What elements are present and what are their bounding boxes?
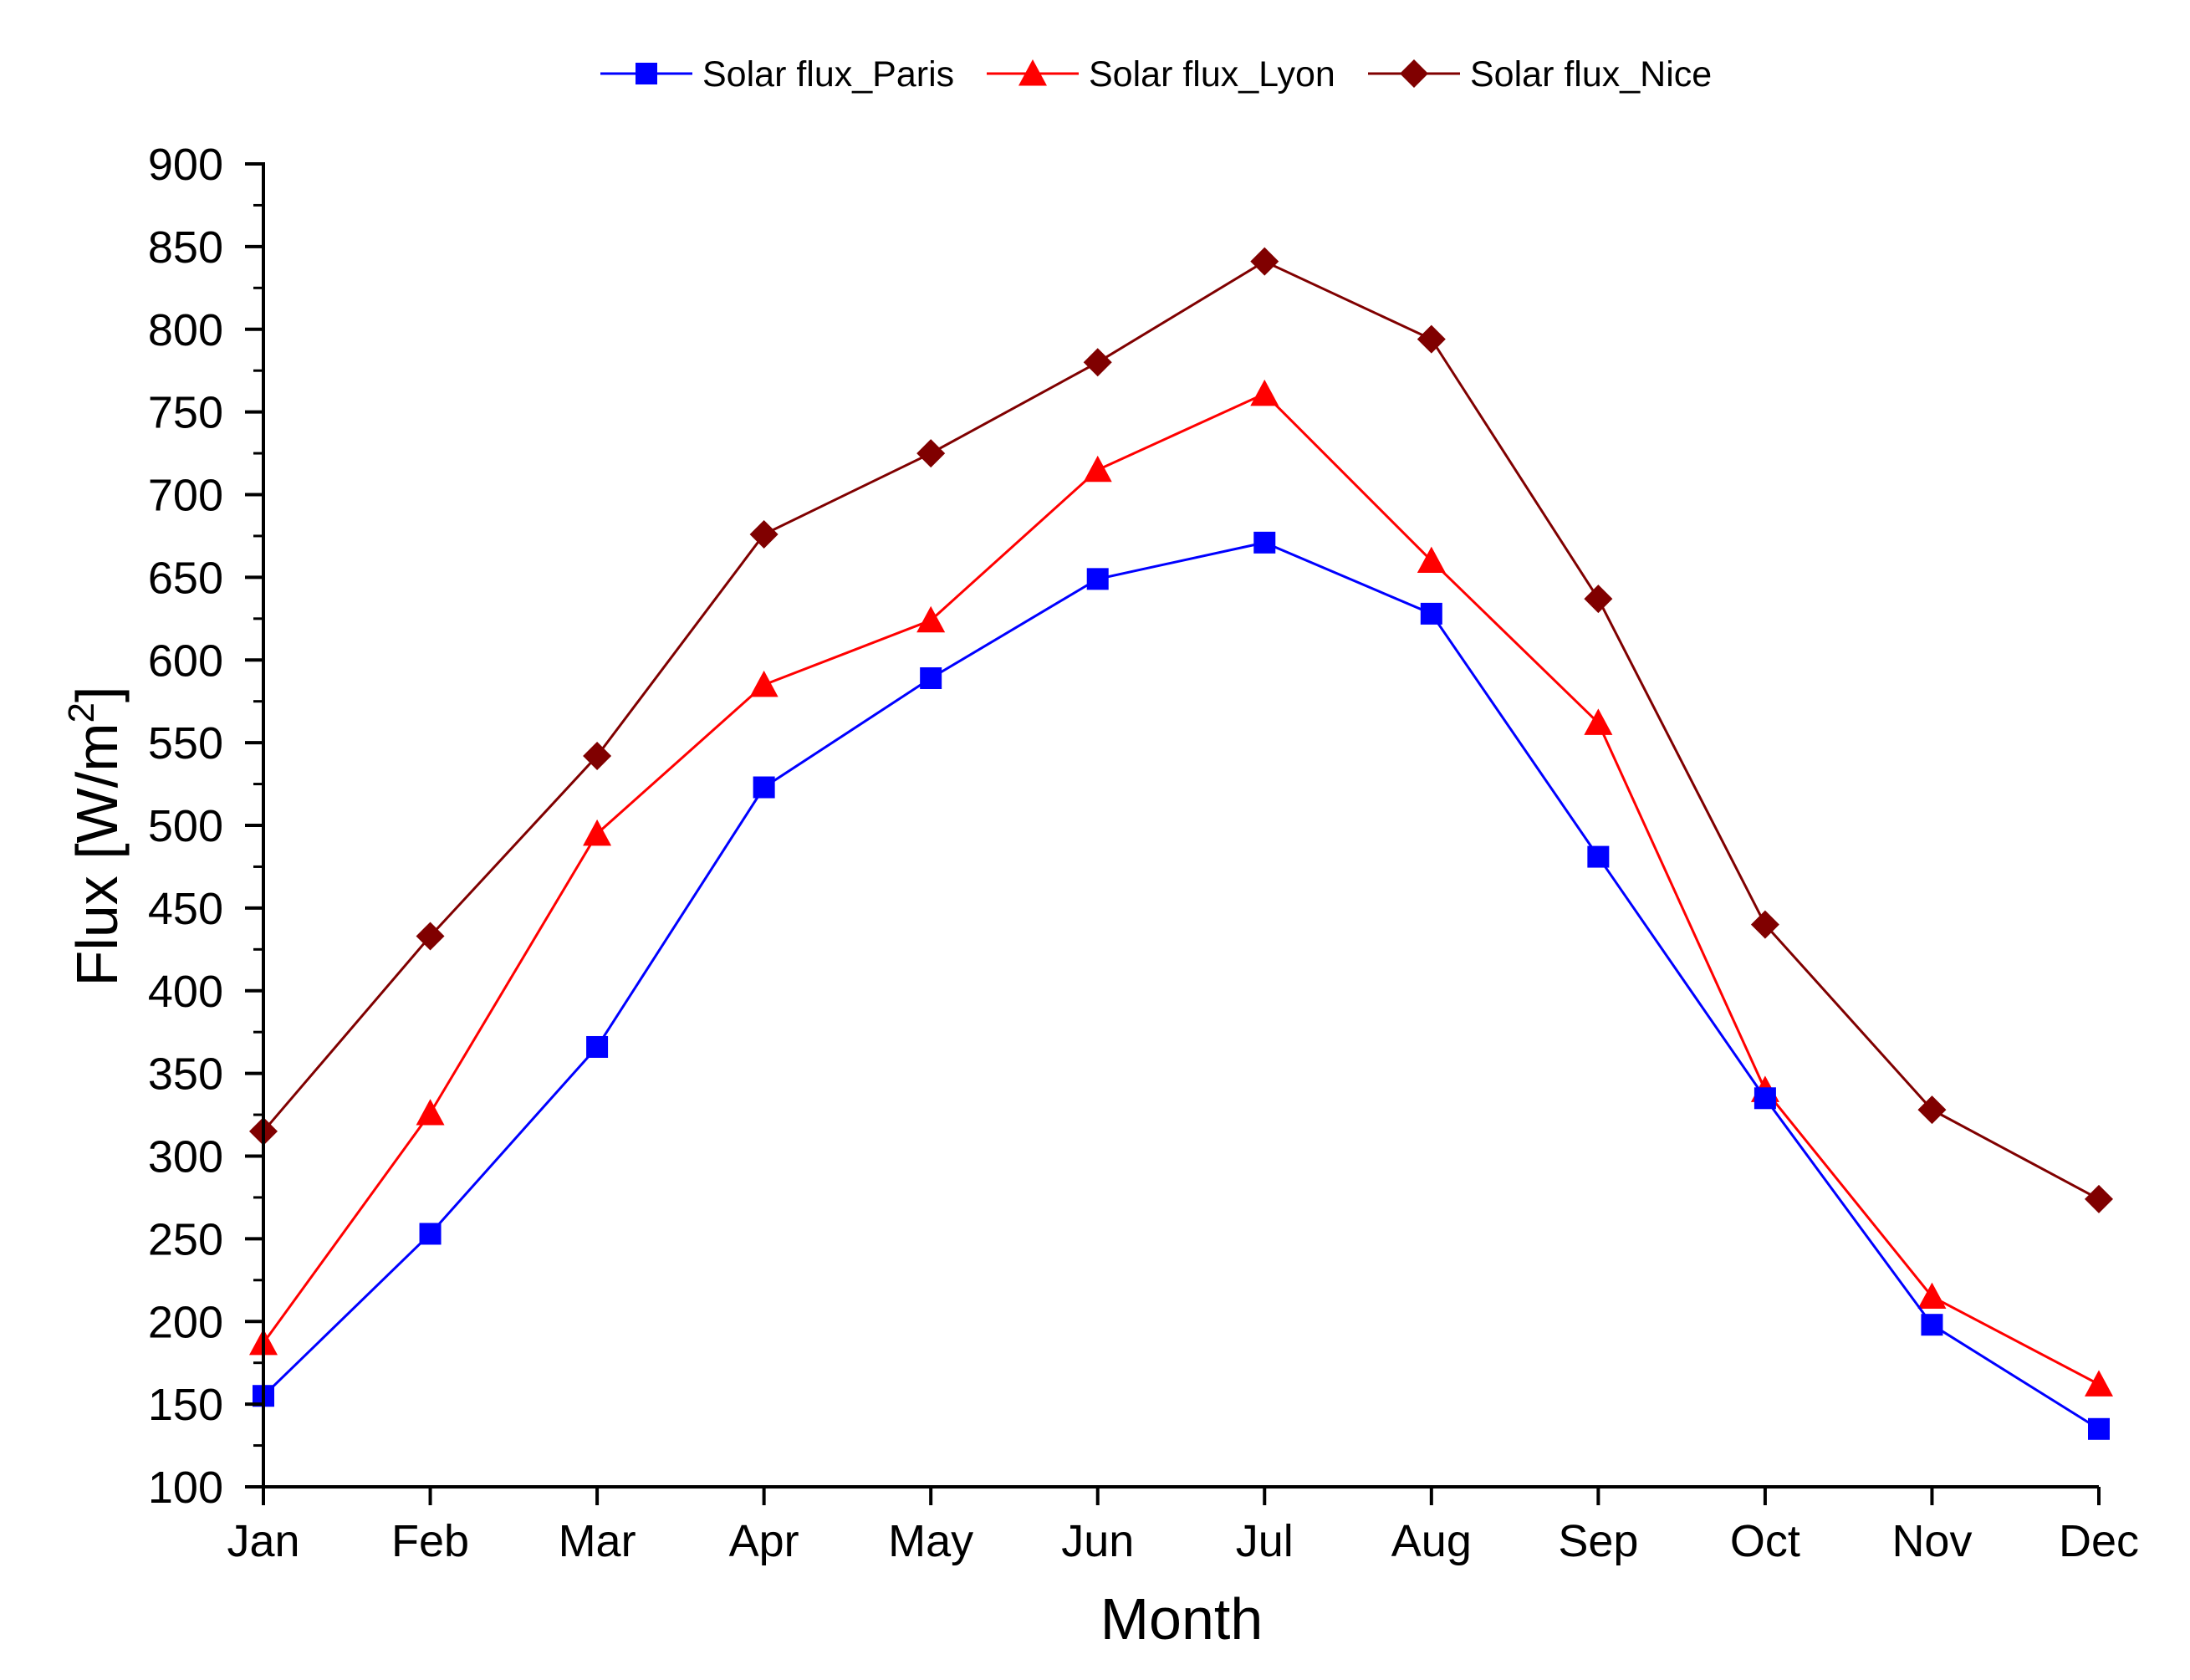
x-tick-label: Dec: [2059, 1516, 2139, 1566]
y-tick-label: 150: [148, 1380, 223, 1430]
data-point: [1420, 602, 1442, 625]
data-point: [753, 776, 775, 799]
series-line: [262, 392, 2100, 1386]
data-point: [583, 819, 612, 846]
legend-marker: [1400, 59, 1428, 88]
y-tick-label: 550: [148, 718, 223, 769]
y-tick-label: 850: [148, 222, 223, 273]
data-point: [1417, 324, 1446, 354]
data-point: [1750, 910, 1779, 939]
x-tick-label: Oct: [1730, 1516, 1800, 1566]
legend-label: Solar flux_Lyon: [1089, 54, 1335, 94]
x-tick-label: May: [888, 1516, 973, 1566]
y-tick-label: 250: [148, 1214, 223, 1264]
y-tick-label: 500: [148, 801, 223, 851]
data-point: [1250, 247, 1279, 276]
y-axis-title-main: Flux [W/m: [64, 723, 130, 986]
data-point: [1086, 568, 1109, 590]
y-axis-title-close: ]: [64, 687, 130, 702]
x-tick-label: Feb: [391, 1516, 469, 1566]
data-point: [2085, 1370, 2113, 1397]
y-tick-label: 600: [148, 636, 223, 686]
data-point: [1917, 1095, 1947, 1125]
data-point: [1250, 379, 1279, 406]
legend-item: Solar flux_Paris: [600, 54, 954, 94]
y-tick-label: 400: [148, 967, 223, 1017]
x-tick-label: Apr: [729, 1516, 799, 1566]
y-tick-label: 100: [148, 1463, 223, 1513]
y-tick-label: 450: [148, 884, 223, 934]
x-axis-title: Month: [1100, 1586, 1263, 1652]
y-axis-title: Flux [W/m2]: [61, 687, 130, 987]
x-tick-label: Mar: [559, 1516, 636, 1566]
y-tick-label: 200: [148, 1297, 223, 1347]
data-point: [2088, 1417, 2110, 1440]
data-point: [416, 1099, 445, 1126]
y-tick-label: 650: [148, 553, 223, 603]
data-point: [749, 519, 778, 549]
y-tick-label: 750: [148, 388, 223, 438]
data-point: [419, 1223, 442, 1245]
y-tick-label: 800: [148, 305, 223, 355]
data-point: [920, 667, 942, 690]
x-tick-label: Nov: [1891, 1516, 1972, 1566]
series-solar-flux-paris: [253, 531, 2110, 1440]
legend-label: Solar flux_Nice: [1470, 54, 1712, 94]
data-point: [1253, 531, 1276, 554]
data-point: [916, 605, 946, 633]
data-point: [916, 439, 946, 468]
data-point: [1584, 585, 1613, 614]
y-tick-label: 900: [148, 140, 223, 190]
series-solar-flux-nice: [249, 247, 2113, 1213]
data-point: [749, 670, 778, 697]
x-tick-label: Jul: [1236, 1516, 1294, 1566]
x-tick-label: Sep: [1558, 1516, 1638, 1566]
series-solar-flux-lyon: [249, 379, 2113, 1397]
legend-marker: [1018, 59, 1047, 86]
data-point: [586, 1035, 609, 1058]
data-point: [1584, 708, 1613, 735]
data-point: [1587, 845, 1610, 868]
y-tick-label: 700: [148, 471, 223, 521]
y-tick-label: 300: [148, 1132, 223, 1182]
data-point: [1921, 1314, 1943, 1336]
series-line: [262, 259, 2100, 1201]
legend: Solar flux_Paris Solar flux_Lyon Solar flu…: [600, 54, 1712, 94]
legend-item: Solar flux_Lyon: [987, 54, 1335, 94]
data-point: [1083, 455, 1112, 483]
data-point: [1417, 546, 1446, 574]
series-layer: [249, 247, 2113, 1440]
data-point: [416, 922, 445, 951]
data-point: [1754, 1087, 1776, 1110]
legend-item: Solar flux_Nice: [1368, 54, 1712, 94]
legend-marker: [636, 63, 657, 84]
axes: 100 150 200 250 300 350 400 450 500 550 600 650 700 7…: [148, 140, 2139, 1566]
data-point: [2085, 1184, 2113, 1213]
x-tick-label: Aug: [1391, 1516, 1472, 1566]
y-tick-label: 350: [148, 1049, 223, 1100]
data-point: [1917, 1282, 1947, 1310]
y-axis-title-superscript: 2: [61, 702, 102, 723]
legend-label: Solar flux_Paris: [702, 54, 954, 94]
data-point: [1083, 348, 1112, 377]
x-tick-label: Jun: [1061, 1516, 1134, 1566]
x-tick-label: Jan: [227, 1516, 299, 1566]
data-point: [583, 741, 612, 770]
series-line: [262, 541, 2100, 1431]
